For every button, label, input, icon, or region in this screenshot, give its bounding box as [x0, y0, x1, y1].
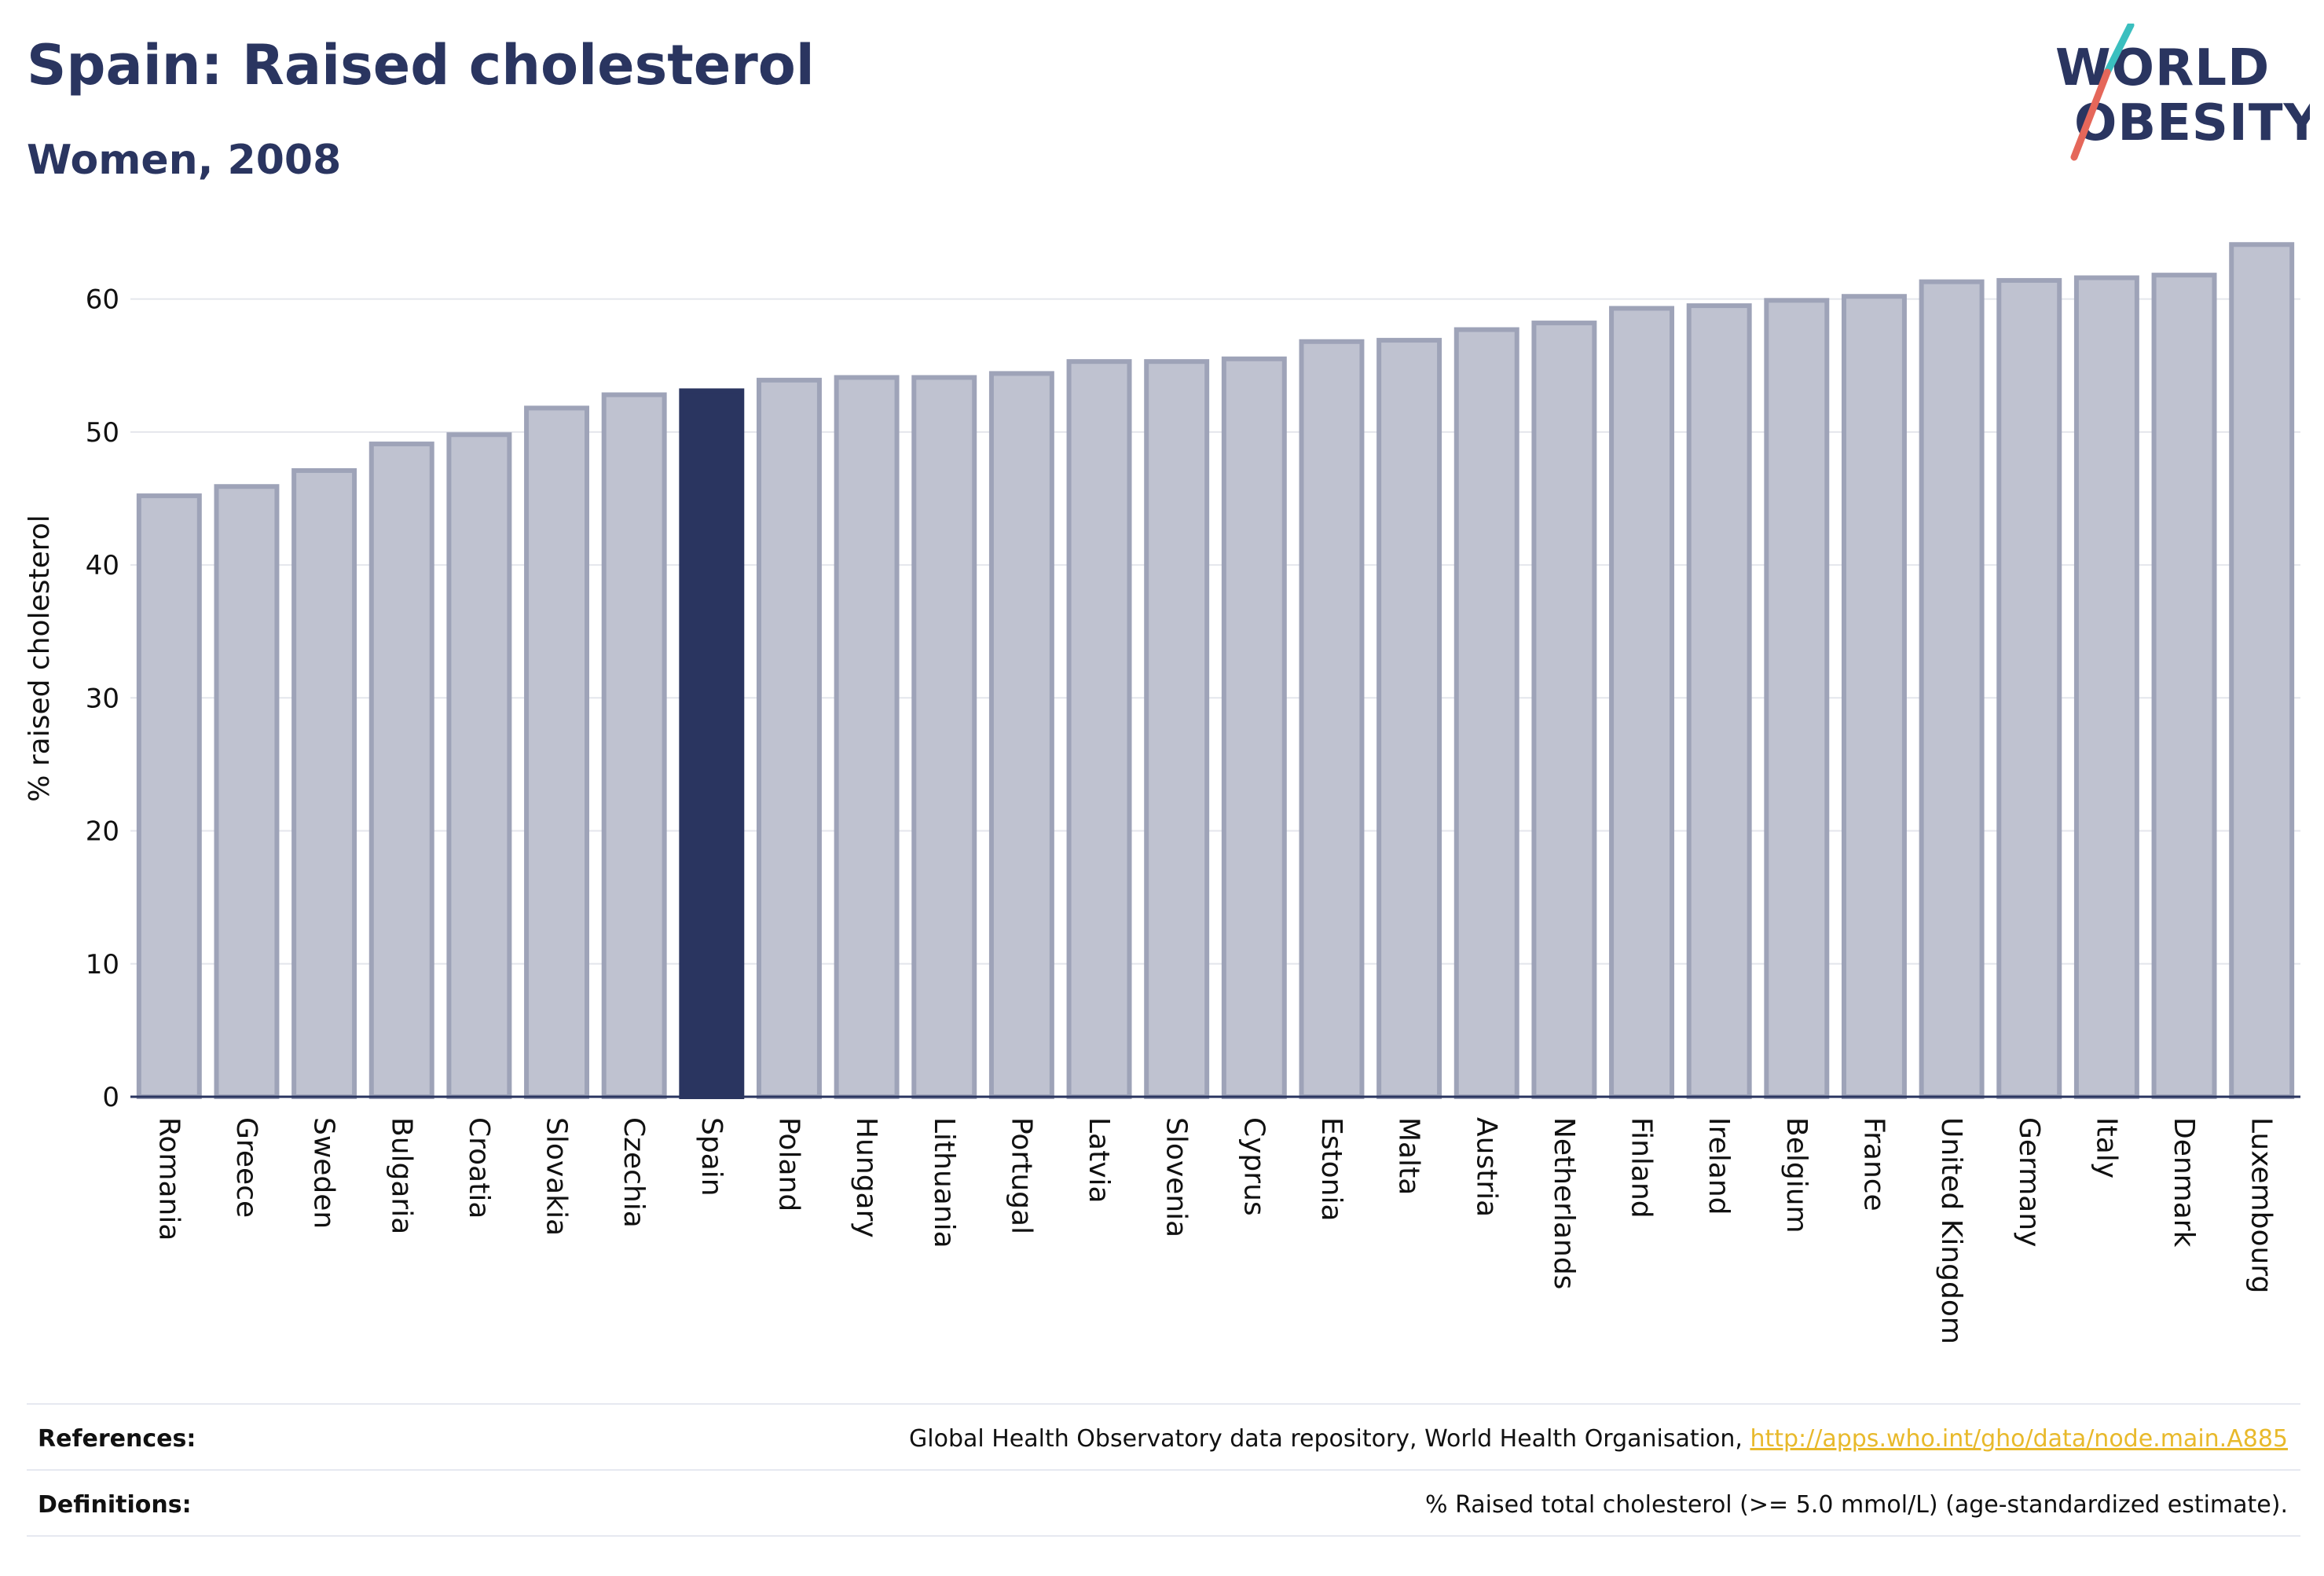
- x-tick-label: Sweden: [308, 1117, 340, 1229]
- x-tick-label: Latvia: [1083, 1117, 1115, 1204]
- bar-italy: [2073, 275, 2139, 1099]
- x-tick-label: Czechia: [618, 1117, 650, 1228]
- bar-netherlands: [1531, 321, 1597, 1100]
- x-tick-label: United Kingdom: [1935, 1117, 1967, 1344]
- footer-divider: [27, 1469, 2300, 1471]
- bar-luxembourg: [2229, 242, 2295, 1100]
- bar-france: [1841, 294, 1907, 1099]
- x-tick-label: Portugal: [1005, 1117, 1037, 1234]
- footer-divider: [27, 1403, 2300, 1405]
- x-tick-label: Lithuania: [928, 1117, 960, 1248]
- x-tick-label: Germany: [2013, 1117, 2045, 1247]
- x-tick-label: Ireland: [1703, 1117, 1735, 1215]
- references-text: Global Health Observatory data repositor…: [909, 1425, 2288, 1453]
- bar-croatia: [446, 432, 512, 1099]
- x-tick-label: Cyprus: [1237, 1117, 1270, 1216]
- x-tick-label: Slovenia: [1160, 1117, 1193, 1237]
- y-tick-label: 20: [86, 816, 119, 848]
- references-label: References:: [38, 1425, 196, 1453]
- y-tick-label: 40: [86, 550, 119, 581]
- x-tick-label: Greece: [230, 1117, 262, 1218]
- x-tick-label: France: [1857, 1117, 1890, 1211]
- x-tick-label: Spain: [695, 1117, 728, 1197]
- bar-czechia: [601, 392, 667, 1099]
- bar-malta: [1376, 338, 1442, 1100]
- x-tick-labels: Romania Greece Sweden Bulgaria Croatia Slovak…: [152, 1117, 2277, 1344]
- x-tick-label: Malta: [1393, 1117, 1425, 1195]
- x-tick-label: Luxembourg: [2245, 1117, 2278, 1293]
- x-tick-label: Italy: [2090, 1117, 2122, 1178]
- footer-divider: [27, 1535, 2300, 1537]
- bar-finland: [1609, 306, 1675, 1099]
- bar-latvia: [1066, 359, 1132, 1099]
- svg-text:WORLD: WORLD: [2055, 39, 2270, 97]
- y-tick-labels: 0 10 20 30 40 50 60: [86, 284, 119, 1113]
- x-tick-label: Austria: [1470, 1117, 1502, 1217]
- bar-estonia: [1299, 339, 1365, 1099]
- y-tick-label: 60: [86, 284, 119, 316]
- x-tick-label: Bulgaria: [385, 1117, 417, 1234]
- bar-slovenia: [1144, 359, 1210, 1099]
- references-source: Global Health Observatory data repositor…: [909, 1425, 1750, 1453]
- y-tick-label: 30: [86, 683, 119, 714]
- x-tick-label: Hungary: [850, 1117, 882, 1238]
- svg-text:OBESITY: OBESITY: [2074, 94, 2310, 152]
- chart-subtitle: Women, 2008: [27, 137, 342, 184]
- x-tick-label: Slovakia: [541, 1117, 573, 1236]
- bar-united-kingdom: [1919, 279, 1985, 1100]
- bar-romania: [136, 493, 202, 1099]
- y-tick-label: 10: [86, 949, 119, 980]
- bar-lithuania: [911, 375, 977, 1099]
- x-tick-label: Poland: [772, 1117, 805, 1211]
- bar-poland: [756, 377, 822, 1100]
- x-tick-label: Finland: [1626, 1117, 1658, 1219]
- bar-portugal: [988, 371, 1054, 1099]
- x-tick-label: Belgium: [1780, 1117, 1813, 1233]
- chart-title: Spain: Raised cholesterol: [27, 33, 815, 97]
- bar-ireland: [1686, 303, 1752, 1100]
- bar-bulgaria: [368, 442, 434, 1099]
- world-obesity-logo: WORLD OBESITY: [2055, 24, 2310, 161]
- y-tick-label: 50: [86, 417, 119, 449]
- y-tick-label: 0: [102, 1082, 119, 1113]
- bar-spain: [679, 388, 745, 1099]
- bar-greece: [214, 484, 280, 1099]
- bar-hungary: [834, 375, 900, 1099]
- x-tick-label: Denmark: [2168, 1117, 2200, 1248]
- bar-slovakia: [524, 405, 590, 1099]
- bar-germany: [1996, 277, 2062, 1099]
- x-tick-label: Croatia: [463, 1117, 495, 1219]
- bar-austria: [1453, 327, 1519, 1099]
- x-tick-label: Romania: [152, 1117, 185, 1241]
- bar-belgium: [1764, 298, 1830, 1099]
- definitions-text: % Raised total cholesterol (>= 5.0 mmol/…: [1425, 1491, 2288, 1519]
- y-axis-label: % raised cholesterol: [24, 515, 56, 802]
- bar-sweden: [291, 467, 357, 1099]
- bar-cyprus: [1221, 356, 1287, 1099]
- bar-chart: 0 10 20 30 40 50 60 Romania Greece Sweden Bulgari…: [24, 242, 2300, 1344]
- x-tick-label: Estonia: [1315, 1117, 1347, 1222]
- references-link[interactable]: http://apps.who.int/gho/data/node.main.A…: [1750, 1425, 2288, 1453]
- definitions-label: Definitions:: [38, 1491, 192, 1519]
- x-tick-label: Netherlands: [1548, 1117, 1580, 1289]
- bars: [136, 242, 2295, 1100]
- bar-denmark: [2151, 273, 2217, 1100]
